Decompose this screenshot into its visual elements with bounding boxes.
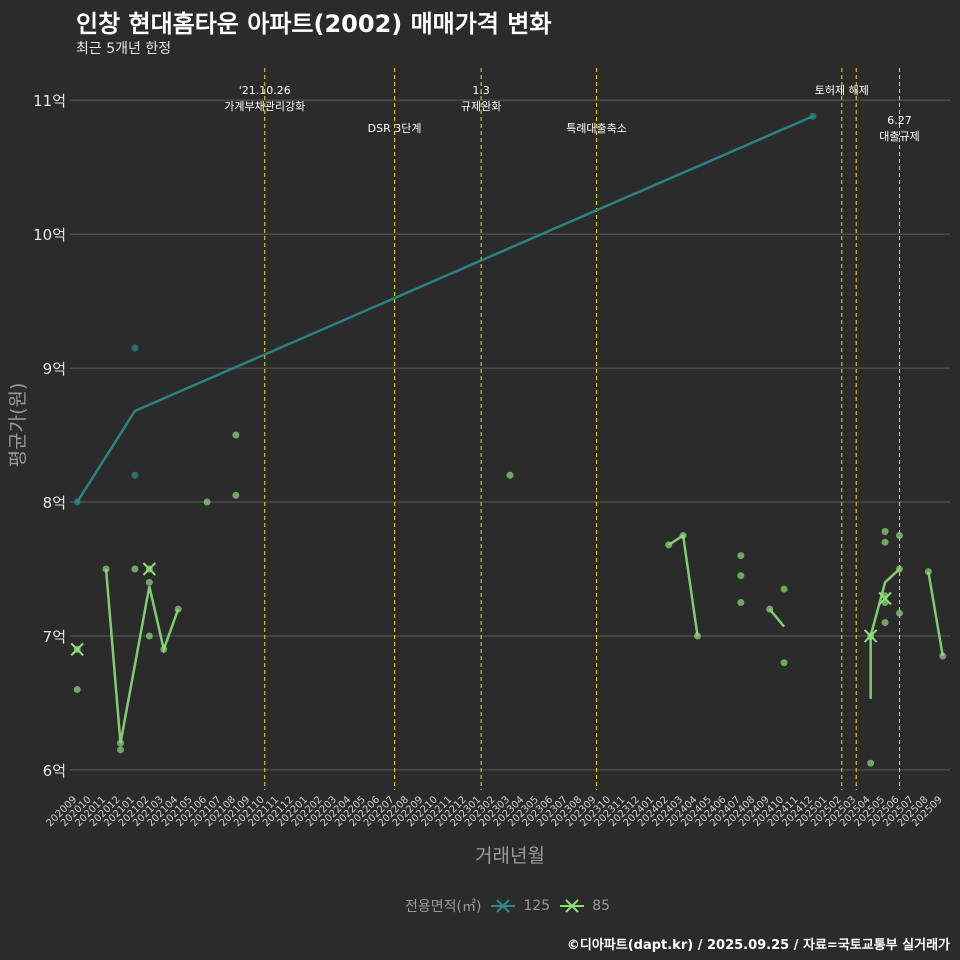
- legend: 전용면적(㎡) 125 85: [405, 896, 610, 916]
- series-85-point: [737, 598, 745, 606]
- y-axis-title: 평균가(원): [7, 383, 29, 468]
- series-85-point: [694, 632, 702, 640]
- series-85-line: [768, 608, 786, 628]
- series-85-point: [232, 431, 240, 439]
- y-tick-label: 11억: [33, 92, 66, 110]
- series-85-point: [506, 471, 514, 479]
- source-caption: ©디아파트(dapt.kr) / 2025.09.25 / 자료=국토교통부 실…: [566, 938, 950, 953]
- event-label: DSR 3단계: [368, 122, 422, 135]
- y-tick-label: 6억: [43, 762, 66, 780]
- series-85-cross: [863, 629, 878, 643]
- legend-title: 전용면적(㎡): [405, 899, 482, 915]
- series-85-point: [766, 605, 774, 613]
- event-label: 1.3: [472, 84, 490, 97]
- series-85-line: [927, 571, 945, 657]
- legend-label-125: 125: [523, 898, 551, 914]
- series-85-point: [867, 759, 875, 767]
- series-85-point: [131, 565, 139, 573]
- event-label: 토허제 해제: [815, 83, 869, 97]
- series-85-cross: [878, 591, 892, 606]
- event-label: 가계부채관리강화: [224, 100, 305, 113]
- series-85-point: [737, 552, 745, 560]
- series-85-point: [896, 565, 904, 573]
- series-85-point: [780, 585, 788, 593]
- series-85-point: [737, 572, 745, 580]
- series-85-point: [881, 619, 889, 627]
- legend-key-125: [491, 899, 516, 913]
- series-85-cross: [142, 562, 157, 576]
- event-label: 6.27: [887, 114, 912, 127]
- series-85-line: [668, 533, 699, 637]
- series-125-point: [131, 344, 139, 352]
- series-85-point: [924, 568, 932, 576]
- series-85-point: [881, 538, 889, 546]
- series-85-point: [896, 609, 904, 617]
- series-85-point: [881, 527, 889, 535]
- series-125-point: [809, 112, 817, 120]
- legend-item-125: 125: [489, 896, 550, 916]
- series-85-point: [102, 565, 110, 573]
- series-85-point: [73, 686, 81, 694]
- series-85-point: [174, 605, 182, 613]
- y-tick-label: 8억: [43, 494, 66, 512]
- series-125-point: [73, 498, 81, 506]
- event-label: '21.10.26: [239, 84, 291, 97]
- series-85-point: [145, 632, 153, 640]
- series-85-cross: [70, 642, 84, 657]
- y-tick-label: 7억: [43, 628, 66, 646]
- legend-label-85: 85: [592, 898, 611, 914]
- series-85-point: [679, 532, 687, 540]
- event-label: 대출규제: [879, 130, 919, 143]
- y-tick-label: 10억: [33, 226, 66, 244]
- legend-key-85: [560, 899, 585, 913]
- series-85-point: [780, 659, 788, 667]
- series-85-line: [869, 568, 901, 699]
- legend-item-85: 85: [558, 896, 610, 916]
- series-85-point: [160, 645, 168, 653]
- event-label: 규제완화: [461, 100, 501, 113]
- series-85-point: [939, 652, 947, 660]
- series-85-point: [896, 532, 904, 540]
- y-tick-label: 9억: [43, 360, 66, 378]
- series-85-point: [116, 739, 124, 747]
- chart-title: 인창 현대홈타운 아파트(2002) 매매가격 변화: [76, 10, 552, 38]
- series-85-point: [665, 541, 673, 549]
- series-85-point: [116, 746, 124, 754]
- series-85-point: [145, 578, 153, 586]
- chart-subtitle: 최근 5개년 한정: [76, 41, 172, 57]
- series-85-point: [232, 491, 240, 499]
- series-125-line: [76, 115, 814, 503]
- series-85-point: [203, 498, 211, 506]
- event-label: 특례대출축소: [566, 122, 627, 135]
- series-85-line: [104, 568, 180, 744]
- series-125-point: [131, 471, 139, 479]
- x-axis-title: 거래년월: [475, 845, 545, 867]
